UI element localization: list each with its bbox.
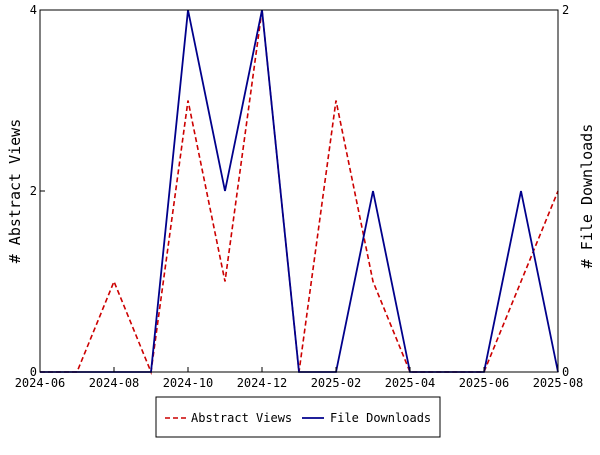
legend-box bbox=[155, 396, 441, 438]
y-left-tick-label: 4 bbox=[30, 3, 37, 17]
series-line-abstract-views bbox=[40, 9, 559, 376]
x-tick-label: 2025-08 bbox=[533, 376, 584, 390]
y-left-tick-label: 0 bbox=[30, 365, 37, 379]
x-tick-label: 2024-06 bbox=[15, 376, 66, 390]
x-tick-label: 2025-02 bbox=[311, 376, 362, 390]
x-tick-label: 2024-12 bbox=[237, 376, 288, 390]
legend-label-file-downloads: File Downloads bbox=[330, 411, 431, 425]
series-line-file-downloads bbox=[40, 9, 559, 373]
y-right-axis-label: # File Downloads bbox=[578, 124, 596, 269]
y-right-tick-label: 2 bbox=[562, 3, 569, 17]
legend: Abstract Views File Downloads bbox=[155, 396, 441, 438]
y-left-axis-label: # Abstract Views bbox=[6, 119, 24, 264]
x-tick-label: 2025-04 bbox=[385, 376, 436, 390]
x-tick-label: 2024-10 bbox=[163, 376, 214, 390]
y-left-tick-label: 2 bbox=[30, 184, 37, 198]
x-tick-label: 2025-06 bbox=[459, 376, 510, 390]
plot-frame bbox=[39, 9, 559, 373]
plot-area bbox=[40, 9, 559, 376]
axes: 2024-06 2024-08 2024-10 2024-12 2025-02 2025-… bbox=[15, 3, 584, 390]
x-tick-label: 2024-08 bbox=[89, 376, 140, 390]
legend-label-abstract-views: Abstract Views bbox=[191, 411, 292, 425]
y-right-tick-label: 0 bbox=[562, 365, 569, 379]
